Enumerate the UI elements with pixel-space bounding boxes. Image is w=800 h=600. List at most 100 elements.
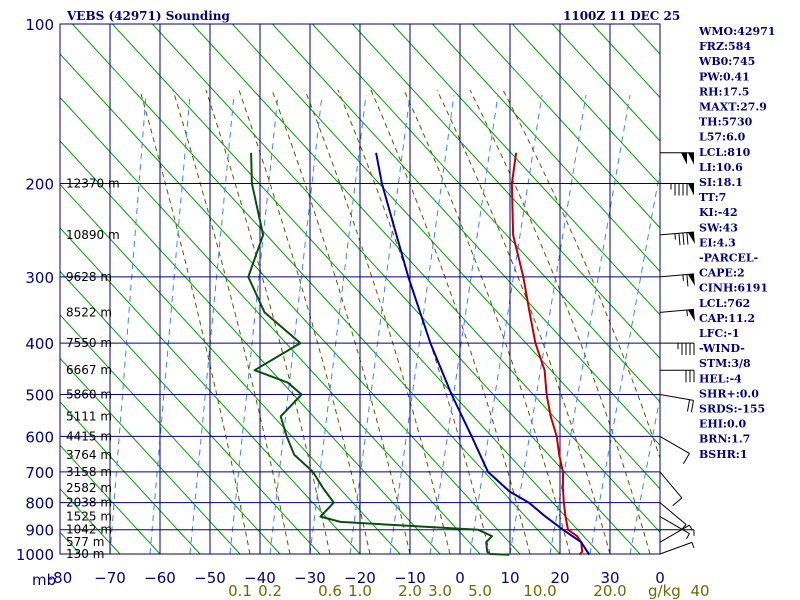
height-label: 130 m	[66, 547, 104, 561]
mixing-ratio-label: 3.0	[428, 582, 452, 600]
temperature-tick-label: -80	[48, 569, 73, 587]
index-item: FRZ:584	[699, 40, 751, 53]
wind-barb-feather	[672, 497, 683, 507]
dry-adiabat	[552, 24, 660, 142]
dry-adiabat	[60, 270, 321, 554]
wind-barb-staff	[659, 541, 693, 555]
wind-barb	[659, 502, 687, 530]
wind-barb-half-feather	[674, 233, 676, 240]
height-label: 3158 m	[66, 465, 112, 479]
index-item: TT:7	[699, 191, 726, 204]
dry-adiabat	[192, 24, 660, 533]
dry-adiabat	[312, 24, 660, 403]
wind-barb-feather	[686, 274, 689, 287]
wind-barb	[659, 516, 690, 540]
wind-barb	[660, 342, 695, 356]
dry-adiabat	[60, 227, 361, 554]
wind-barb	[659, 231, 695, 246]
height-label: 10890 m	[66, 228, 120, 242]
index-item: WMO:42971	[698, 25, 775, 38]
index-item: EI:4.3	[699, 236, 736, 249]
mixing-ratio-label: 2.0	[398, 582, 422, 600]
dry-adiabat	[60, 357, 241, 554]
index-item: CINH:6191	[699, 282, 768, 295]
wind-barb-feather	[683, 453, 690, 465]
pressure-tick-label: 200	[25, 176, 54, 194]
wind-barb-half-feather	[686, 309, 688, 317]
temperature-tick-label: −10	[394, 569, 426, 587]
index-item: -WIND-	[699, 342, 745, 355]
wind-barb	[660, 529, 695, 536]
index-item: LCL:810	[699, 146, 751, 159]
mixing-ratio-label: 1.0	[348, 582, 372, 600]
index-item: -PARCEL-	[699, 252, 758, 265]
adiabat-lines	[60, 24, 660, 554]
y-axis-unit: mb	[32, 571, 56, 589]
height-label: 7550 m	[66, 336, 112, 350]
wind-barb-feather	[686, 232, 689, 245]
index-item: BRN:1.7	[699, 433, 750, 446]
wind-barb-pennant	[681, 152, 687, 165]
pressure-tick-label: 400	[25, 335, 54, 353]
pressure-tick-label: 600	[25, 428, 54, 446]
mixing-ratio-line	[429, 94, 499, 554]
dry-adiabat	[72, 24, 561, 554]
temperature-line	[510, 152, 584, 556]
height-label: 3764 m	[66, 448, 112, 462]
index-item: LI:10.6	[699, 161, 743, 174]
wind-barb-pennant	[687, 309, 695, 322]
dewpoint-line	[247, 152, 510, 556]
wind-barb	[659, 273, 695, 287]
index-item: MAXT:27.9	[699, 101, 767, 114]
mixing-ratio-line	[349, 94, 411, 554]
dry-adiabat	[112, 24, 601, 554]
index-item: L57:6.0	[699, 131, 746, 144]
index-item: SW:43	[699, 221, 738, 234]
mixing-ratio-line	[229, 94, 279, 554]
pressure-tick-label: 800	[25, 495, 54, 513]
index-item: HEL:-4	[699, 372, 742, 385]
dry-adiabat	[60, 140, 441, 554]
dry-adiabat	[512, 24, 660, 186]
index-item: STM:3/8	[699, 357, 751, 370]
mixing-ratio-label: 0.1	[228, 582, 252, 600]
wind-barb-staff	[659, 516, 690, 535]
wind-barb-staff	[659, 435, 690, 454]
dry-adiabat	[592, 24, 660, 99]
wind-barb-half-feather	[682, 274, 684, 281]
index-item: SHR+:0.0	[699, 387, 759, 400]
grid-lines	[59, 23, 661, 555]
pressure-tick-label: 1000	[16, 546, 54, 564]
wind-barb	[660, 369, 695, 383]
height-label: 4415 m	[66, 429, 112, 443]
wind-barb	[660, 152, 694, 165]
height-label: 1525 m	[66, 510, 112, 524]
wind-barb-pennant	[687, 273, 695, 286]
plot-frame	[59, 23, 661, 555]
wind-barb	[660, 183, 694, 196]
dry-adiabat	[432, 24, 660, 273]
pressure-tick-label: 100	[25, 16, 54, 34]
index-item: KI:-42	[699, 206, 738, 219]
index-item: CAP:11.2	[699, 312, 755, 325]
wind-barb	[659, 524, 693, 543]
dry-adiabat	[60, 183, 401, 554]
mixing-ratio-line	[189, 94, 235, 554]
wind-barb-pennant	[688, 152, 694, 165]
index-item: WB0:745	[698, 55, 755, 68]
profile-lines	[247, 152, 591, 556]
wind-barb	[659, 435, 690, 465]
height-label: 9628 m	[66, 270, 112, 284]
temperature-tick-label: −20	[344, 569, 376, 587]
index-item: LCL:762	[699, 297, 750, 310]
height-label: 1042 m	[66, 523, 112, 537]
index-item: PW:0.41	[699, 70, 750, 83]
wind-barb-staff	[659, 393, 694, 401]
chart-timestamp: 1100Z 11 DEC 25	[563, 9, 680, 23]
pressure-tick-label: 900	[25, 522, 54, 540]
height-label: 8522 m	[66, 305, 112, 319]
index-item: BSHR:1	[699, 448, 748, 461]
wind-barb-half-feather	[686, 533, 690, 540]
